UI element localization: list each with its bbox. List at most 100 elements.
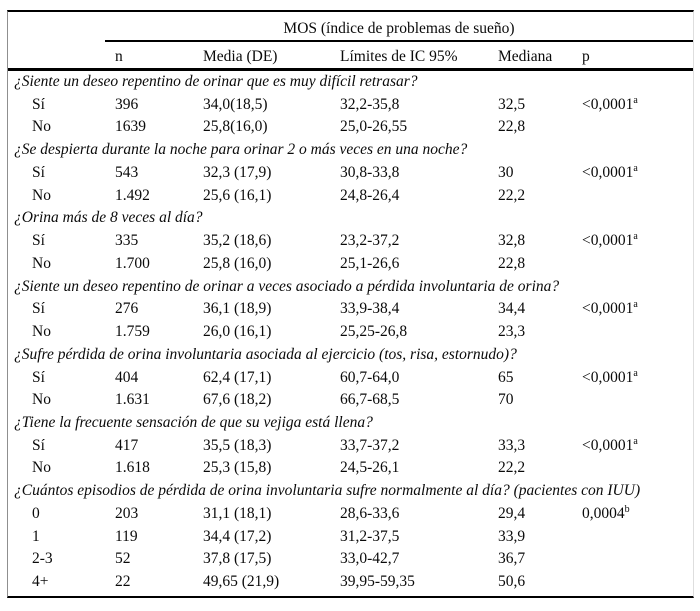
cell-media-de: 67,6 (18,2)	[203, 391, 272, 409]
cell-n: 52	[115, 550, 131, 568]
p-value: <0,0001	[582, 436, 634, 454]
question-row: ¿Se despierta durante la noche para orin…	[14, 141, 468, 159]
cell-limites-ic95: 24,8-26,4	[340, 186, 400, 204]
cell-p: <0,0001a	[582, 230, 693, 253]
data-row: 4+ 22 49,65 (21,9) 39,95-59,35 50,6	[8, 571, 693, 594]
table-spanner-title: MOS (índice de problemas de sueño)	[105, 12, 693, 42]
data-row: Sí 543 32,3 (17,9) 30,8-33,8 30 <0,0001a	[8, 162, 693, 185]
cell-limites-ic95: 25,1-26,6	[340, 254, 400, 272]
data-row: Sí 417 35,5 (18,3) 33,7-37,2 33,3 <0,0001a	[8, 435, 693, 458]
cell-media-de: 31,1 (18,1)	[203, 504, 272, 522]
cell-p	[582, 389, 693, 412]
cell-row-label: No	[32, 118, 51, 136]
cell-row-label: No	[32, 391, 51, 409]
cell-n: 1.700	[115, 254, 150, 272]
column-header-n: n	[115, 48, 123, 65]
cell-n: 335	[115, 232, 139, 250]
cell-row-label: No	[32, 323, 51, 341]
cell-p: <0,0001a	[582, 94, 693, 117]
cell-media-de: 62,4 (17,1)	[203, 368, 272, 386]
cell-n: 404	[115, 368, 139, 386]
cell-p	[582, 571, 693, 594]
column-header-p: p	[582, 48, 590, 65]
cell-mediana: 33,9	[498, 527, 526, 545]
cell-mediana: 22,8	[498, 254, 526, 272]
cell-media-de: 37,8 (17,5)	[203, 550, 272, 568]
cell-media-de: 35,2 (18,6)	[203, 232, 272, 250]
cell-limites-ic95: 24,5-26,1	[340, 459, 400, 477]
cell-p	[582, 548, 693, 571]
cell-p	[582, 253, 693, 276]
cell-n: 276	[115, 300, 139, 318]
cell-media-de: 34,0(18,5)	[203, 95, 268, 113]
cell-limites-ic95: 66,7-68,5	[340, 391, 400, 409]
column-header-media-de: Media (DE)	[203, 48, 278, 65]
data-row: No 1639 25,8(16,0) 25,0-26,55 22,8	[8, 116, 693, 139]
cell-row-label: Sí	[32, 163, 45, 181]
question-row: ¿Orina más de 8 veces al día?	[14, 209, 203, 227]
cell-n: 1.618	[115, 459, 150, 477]
cell-mediana: 22,2	[498, 459, 526, 477]
data-row: Sí 404 62,4 (17,1) 60,7-64,0 65 <0,0001a	[8, 367, 693, 390]
cell-media-de: 25,8 (16,0)	[203, 254, 272, 272]
mos-sleep-problems-table: MOS (índice de problemas de sueño) n Medi…	[7, 10, 694, 598]
cell-p: <0,0001a	[582, 435, 693, 458]
cell-limites-ic95: 25,25-26,8	[340, 323, 408, 341]
p-footnote-marker: a	[633, 367, 638, 379]
cell-media-de: 26,0 (16,1)	[203, 323, 272, 341]
cell-media-de: 49,65 (21,9)	[203, 573, 280, 591]
question-row: ¿Siente un deseo repentino de orinar a v…	[14, 277, 560, 295]
cell-p	[582, 321, 693, 344]
p-footnote-marker: a	[633, 94, 638, 106]
cell-limites-ic95: 60,7-64,0	[340, 368, 400, 386]
cell-limites-ic95: 32,2-35,8	[340, 95, 400, 113]
spanner-header-row: MOS (índice de problemas de sueño)	[8, 12, 693, 42]
cell-row-label: Sí	[32, 436, 45, 454]
cell-media-de: 35,5 (18,3)	[203, 436, 272, 454]
cell-mediana: 34,4	[498, 300, 526, 318]
cell-limites-ic95: 30,8-33,8	[340, 163, 400, 181]
cell-n: 119	[115, 527, 138, 545]
data-row: No 1.631 67,6 (18,2) 66,7-68,5 70	[8, 389, 693, 412]
cell-mediana: 36,7	[498, 550, 526, 568]
question-row: ¿Cuántos episodios de pérdida de orina i…	[14, 482, 641, 500]
spanner-spacer-cell	[8, 12, 105, 42]
p-value: <0,0001	[582, 368, 634, 386]
p-footnote-marker: a	[633, 230, 638, 242]
cell-n: 1639	[115, 118, 146, 136]
data-row: No 1.618 25,3 (15,8) 24,5-26,1 22,2	[8, 457, 693, 480]
cell-n: 396	[115, 95, 139, 113]
data-row: No 1.759 26,0 (16,1) 25,25-26,8 23,3	[8, 321, 693, 344]
p-footnote-marker: b	[624, 503, 630, 515]
cell-row-label: No	[32, 186, 51, 204]
cell-row-label: Sí	[32, 232, 45, 250]
cell-mediana: 50,6	[498, 573, 526, 591]
data-row: 1 119 34,4 (17,2) 31,2-37,5 33,9	[8, 526, 693, 549]
column-header-mediana: Mediana	[498, 48, 553, 65]
cell-media-de: 34,4 (17,2)	[203, 527, 272, 545]
cell-row-label: 1	[32, 527, 40, 545]
question-row: ¿Tiene la frecuente sensación de que su …	[14, 414, 373, 432]
cell-media-de: 25,8(16,0)	[203, 118, 268, 136]
data-row: No 1.492 25,6 (16,1) 24,8-26,4 22,2	[8, 185, 693, 208]
column-header-row: n Media (DE) Límites de IC 95% Mediana p	[8, 42, 693, 71]
cell-limites-ic95: 23,2-37,2	[340, 232, 400, 250]
cell-limites-ic95: 25,0-26,55	[340, 118, 408, 136]
cell-mediana: 70	[498, 391, 514, 409]
cell-n: 543	[115, 163, 139, 181]
cell-n: 1.631	[115, 391, 150, 409]
cell-n: 1.759	[115, 323, 150, 341]
cell-mediana: 33,3	[498, 436, 526, 454]
cell-n: 22	[115, 573, 131, 591]
cell-mediana: 22,2	[498, 186, 526, 204]
cell-p	[582, 526, 693, 549]
cell-p: <0,0001a	[582, 162, 693, 185]
cell-row-label: 0	[32, 504, 40, 522]
p-value: <0,0001	[582, 232, 634, 250]
table-body: ¿Siente un deseo repentino de orinar que…	[8, 71, 693, 594]
cell-row-label: 2-3	[32, 550, 53, 568]
p-footnote-marker: a	[633, 435, 638, 447]
cell-mediana: 65	[498, 368, 514, 386]
cell-limites-ic95: 39,95-59,35	[340, 573, 415, 591]
p-footnote-marker: a	[633, 299, 638, 311]
